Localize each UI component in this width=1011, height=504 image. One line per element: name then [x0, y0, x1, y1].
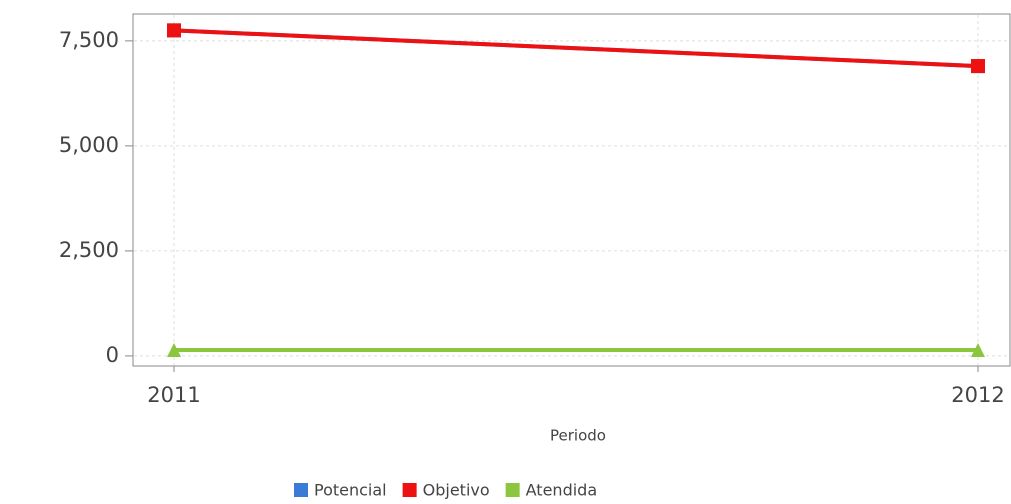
legend-swatch [294, 483, 308, 497]
legend-label: Atendida [526, 481, 597, 500]
marker [167, 23, 181, 38]
plot-area [132, 13, 1011, 367]
legend-label: Potencial [314, 481, 387, 500]
y-tick-label: 7,500 [59, 28, 119, 52]
legend-swatch [402, 483, 417, 497]
y-tick-label: 5,000 [59, 133, 119, 157]
x-tick-label: 2012 [951, 383, 1004, 407]
marker [971, 343, 985, 358]
marker [971, 59, 985, 74]
legend-label: Objetivo [423, 481, 490, 500]
x-axis-label: Periodo [550, 427, 606, 445]
y-tick-label: 0 [106, 343, 119, 367]
y-tick-label: 2,500 [59, 238, 119, 262]
x-tick-label: 2011 [147, 383, 200, 407]
legend-swatch [505, 483, 520, 497]
line [173, 28, 979, 69]
marker [167, 343, 181, 358]
